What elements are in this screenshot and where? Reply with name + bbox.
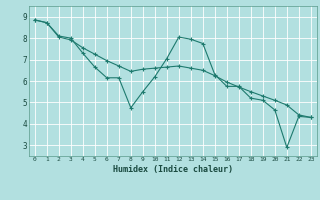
X-axis label: Humidex (Indice chaleur): Humidex (Indice chaleur) <box>113 165 233 174</box>
